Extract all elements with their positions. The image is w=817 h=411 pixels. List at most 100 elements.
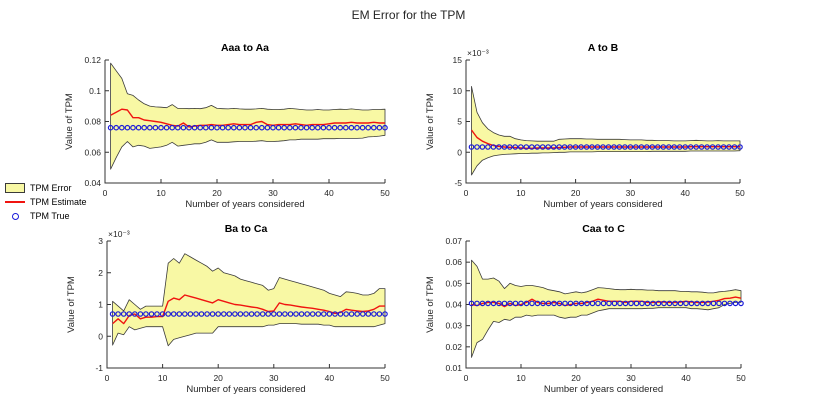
true-marker-circle bbox=[137, 311, 144, 317]
x-tick-label: 20 bbox=[212, 188, 222, 198]
true-marker-circle bbox=[342, 124, 349, 131]
true-marker-circle bbox=[474, 144, 480, 150]
legend-item-tpm-error: TPM Error bbox=[4, 181, 87, 195]
true-marker-circle bbox=[551, 300, 557, 307]
true-marker-circle bbox=[147, 124, 153, 131]
true-marker-circle bbox=[545, 300, 552, 307]
true-marker-circle bbox=[567, 300, 574, 307]
true-marker-circle bbox=[337, 311, 344, 317]
y-tick-label: 0.06 bbox=[445, 257, 462, 267]
true-marker-circle bbox=[376, 124, 383, 131]
true-marker-circle bbox=[365, 311, 372, 317]
true-marker-circle bbox=[727, 300, 733, 307]
true-marker-circle bbox=[545, 144, 552, 150]
y-axis-label: Value of TPM bbox=[64, 93, 75, 150]
true-marker-circle bbox=[169, 124, 176, 131]
true-marker-circle bbox=[485, 300, 491, 307]
y-exponent-label: ×10⁻³ bbox=[467, 48, 489, 58]
true-marker-circle bbox=[282, 311, 288, 317]
true-marker-circle bbox=[270, 124, 276, 131]
true-marker-circle bbox=[154, 311, 160, 317]
true-marker-circle bbox=[236, 124, 243, 131]
x-tick-label: 10 bbox=[516, 188, 526, 198]
true-marker-circle bbox=[107, 124, 114, 131]
true-marker-circle bbox=[666, 300, 673, 307]
true-marker-circle bbox=[578, 144, 584, 150]
legend-label: TPM True bbox=[30, 211, 70, 221]
x-axis-label: Number of years considered bbox=[186, 384, 305, 395]
true-marker-circle bbox=[709, 144, 716, 150]
true-marker-circle bbox=[572, 144, 579, 150]
x-axis-label: Number of years considered bbox=[543, 199, 662, 210]
y-tick-label: -5 bbox=[454, 178, 462, 188]
true-marker-circle bbox=[688, 300, 695, 307]
estimate-line bbox=[110, 108, 385, 128]
true-marker-circle bbox=[468, 300, 475, 307]
true-marker-circle bbox=[354, 124, 360, 131]
y-tick-label: 0.05 bbox=[445, 278, 462, 288]
true-marker-circle bbox=[699, 300, 706, 307]
true-marker-circle bbox=[627, 144, 634, 150]
true-marker-circle bbox=[286, 124, 293, 131]
y-tick-label: 0.08 bbox=[84, 117, 101, 127]
x-tick-label: 50 bbox=[735, 188, 745, 198]
true-marker-circle bbox=[534, 300, 541, 307]
true-marker-circle bbox=[135, 124, 142, 131]
true-marker-circle bbox=[226, 311, 233, 317]
true-marker-circle bbox=[726, 144, 732, 150]
y-tick-label: 0.02 bbox=[445, 342, 462, 352]
true-marker-circle bbox=[109, 311, 116, 317]
true-marker-circle bbox=[479, 300, 486, 307]
true-marker-circle bbox=[523, 300, 530, 307]
x-tick-label: 0 bbox=[464, 188, 469, 198]
true-markers bbox=[107, 124, 388, 131]
true-marker-circle bbox=[248, 311, 255, 317]
true-marker-circle bbox=[561, 144, 568, 150]
true-marker-circle bbox=[208, 124, 215, 131]
true-marker-circle bbox=[606, 300, 612, 307]
true-marker-circle bbox=[512, 300, 519, 307]
true-marker-circle bbox=[231, 124, 237, 131]
true-marker-circle bbox=[320, 124, 327, 131]
true-marker-circle bbox=[115, 311, 121, 317]
true-marker-circle bbox=[243, 311, 249, 317]
true-markers bbox=[109, 311, 388, 317]
true-marker-circle bbox=[671, 144, 678, 150]
true-marker-circle bbox=[523, 144, 530, 150]
true-marker-circle bbox=[203, 124, 209, 131]
true-marker-circle bbox=[130, 124, 136, 131]
true-marker-circle bbox=[611, 300, 618, 307]
true-marker-circle bbox=[507, 300, 513, 307]
true-marker-circle bbox=[198, 311, 205, 317]
true-marker-circle bbox=[528, 144, 535, 150]
true-marker-circle bbox=[309, 124, 316, 131]
true-marker-circle bbox=[276, 311, 283, 317]
x-tick-label: 20 bbox=[571, 373, 581, 383]
true-marker-circle bbox=[337, 124, 344, 131]
x-tick-label: 0 bbox=[105, 373, 110, 383]
true-marker-circle bbox=[490, 144, 497, 150]
true-marker-circle bbox=[170, 311, 177, 317]
true-marker-circle bbox=[197, 124, 204, 131]
true-marker-circle bbox=[191, 124, 198, 131]
true-marker-circle bbox=[209, 311, 216, 317]
x-tick-label: 10 bbox=[516, 373, 526, 383]
true-marker-circle bbox=[159, 311, 166, 317]
true-marker-circle bbox=[315, 311, 322, 317]
x-tick-label: 40 bbox=[325, 373, 335, 383]
y-tick-label: -1 bbox=[95, 363, 103, 373]
true-marker-circle bbox=[611, 144, 617, 150]
true-marker-circle bbox=[187, 311, 194, 317]
true-marker-circle bbox=[132, 311, 138, 317]
legend: TPM Error TPM Estimate TPM True bbox=[4, 181, 87, 223]
true-marker-circle bbox=[660, 144, 667, 150]
true-marker-circle bbox=[365, 124, 372, 131]
true-marker-circle bbox=[359, 311, 366, 317]
true-marker-circle bbox=[589, 144, 595, 150]
x-tick-label: 30 bbox=[268, 188, 278, 198]
true-marker-circle bbox=[616, 144, 623, 150]
true-marker-circle bbox=[126, 311, 133, 317]
true-marker-circle bbox=[556, 300, 563, 307]
true-marker-circle bbox=[633, 144, 639, 150]
